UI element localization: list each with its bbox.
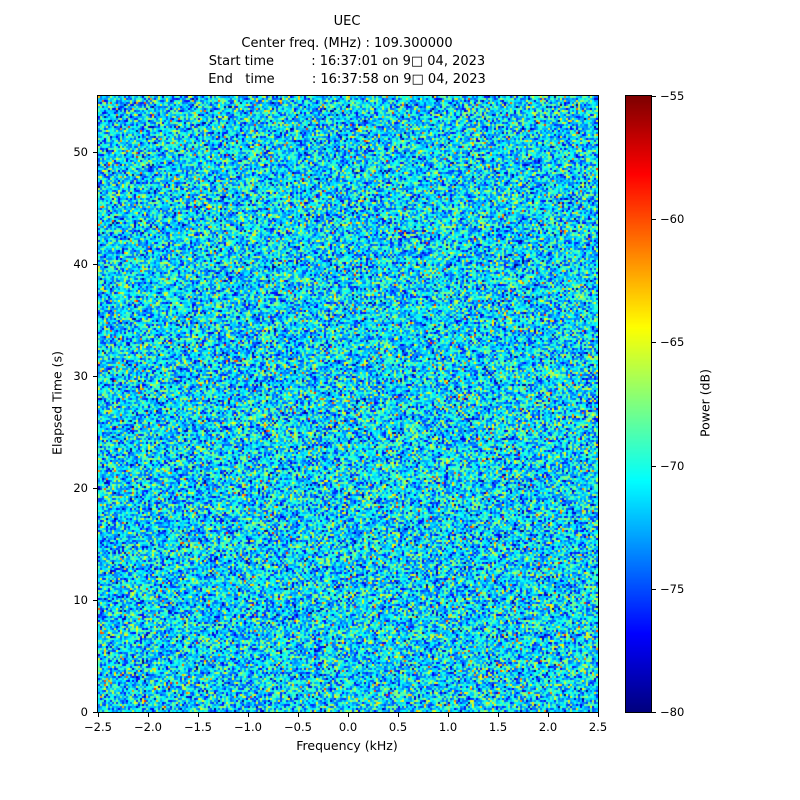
y-tick-label: 10 [73, 593, 88, 607]
x-tick-label: 2.5 [588, 720, 608, 734]
colorbar-tick-mark [652, 96, 656, 97]
colorbar-tick-label: −70 [660, 458, 685, 473]
y-tick-mark [93, 600, 97, 601]
end-time-line: End time : 16:37:58 on 9□ 04, 2023 [208, 72, 486, 87]
y-tick-mark [93, 712, 97, 713]
x-tick-label: 1.5 [488, 720, 508, 734]
x-tick-label: 2.0 [538, 720, 558, 734]
spectrogram-heatmap [97, 95, 599, 713]
colorbar-tick-mark [652, 588, 656, 590]
x-tick-label: −2.0 [134, 720, 162, 734]
y-tick-mark [93, 264, 97, 265]
y-axis-label: Elapsed Time (s) [49, 351, 65, 455]
center-freq-line: Center freq. (MHz) : 109.300000 [241, 36, 453, 51]
x-tick-mark [248, 713, 249, 717]
x-tick-label: −1.5 [184, 720, 212, 734]
x-tick-label: −1.0 [234, 720, 262, 734]
colorbar-gradient [625, 95, 652, 713]
y-tick-label: 30 [73, 369, 88, 383]
colorbar-tick-mark [652, 712, 656, 713]
x-tick-label: −0.5 [284, 720, 312, 734]
x-tick-mark [398, 713, 399, 717]
x-axis-label: Frequency (kHz) [296, 738, 398, 753]
x-tick-mark [548, 713, 549, 717]
y-tick-mark [93, 152, 97, 153]
x-tick-mark [448, 713, 449, 717]
colorbar-tick-label: −55 [660, 89, 685, 103]
x-tick-mark [148, 713, 149, 717]
x-tick-label: 0.5 [388, 720, 408, 734]
x-tick-label: 0.0 [338, 720, 358, 734]
colorbar-tick-label: −80 [660, 705, 685, 719]
colorbar-tick-mark [652, 342, 656, 344]
x-tick-label: 1.0 [438, 720, 458, 734]
y-tick-label: 50 [73, 145, 88, 159]
x-tick-mark [98, 713, 99, 717]
colorbar-label: Power (dB) [697, 368, 713, 438]
y-tick-label: 0 [80, 705, 88, 719]
colorbar-tick-mark [652, 219, 656, 221]
x-tick-label: −2.5 [84, 720, 112, 734]
x-tick-mark [298, 713, 299, 717]
chart-title: UEC [333, 14, 361, 29]
y-tick-mark [93, 488, 97, 489]
y-tick-label: 40 [73, 257, 88, 271]
start-time-line: Start time : 16:37:01 on 9□ 04, 2023 [208, 54, 486, 69]
x-tick-mark [348, 713, 349, 717]
x-tick-mark [598, 713, 599, 717]
y-tick-label: 20 [73, 481, 88, 495]
colorbar-tick-label: −75 [660, 581, 685, 596]
colorbar-tick-label: −65 [660, 335, 685, 350]
colorbar-tick-mark [652, 465, 656, 467]
colorbar-tick-label: −60 [660, 212, 685, 227]
y-tick-mark [93, 376, 97, 377]
x-tick-mark [198, 713, 199, 717]
x-tick-mark [498, 713, 499, 717]
